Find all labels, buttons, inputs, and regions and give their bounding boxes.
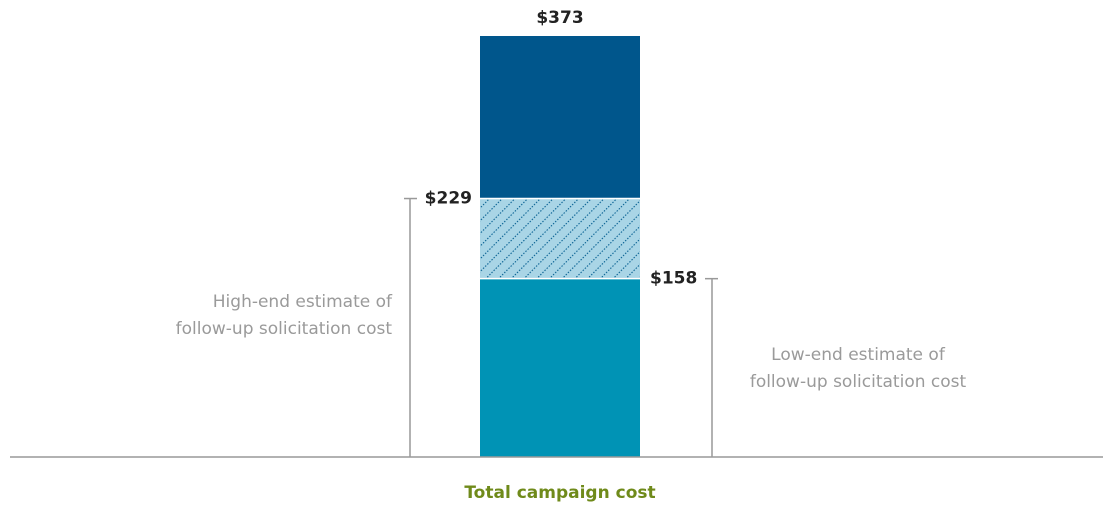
annotation: High-end estimate of (213, 292, 393, 312)
bar (480, 278, 640, 457)
annotation: follow-up solicitation cost (750, 372, 967, 392)
x-axis-label: Total campaign cost (464, 483, 655, 503)
value-label: $373 (536, 8, 583, 28)
value-label: $229 (425, 189, 472, 209)
value-label: $158 (650, 269, 697, 289)
annotation: Low-end estimate of (771, 345, 946, 365)
annotation: follow-up solicitation cost (176, 319, 393, 339)
